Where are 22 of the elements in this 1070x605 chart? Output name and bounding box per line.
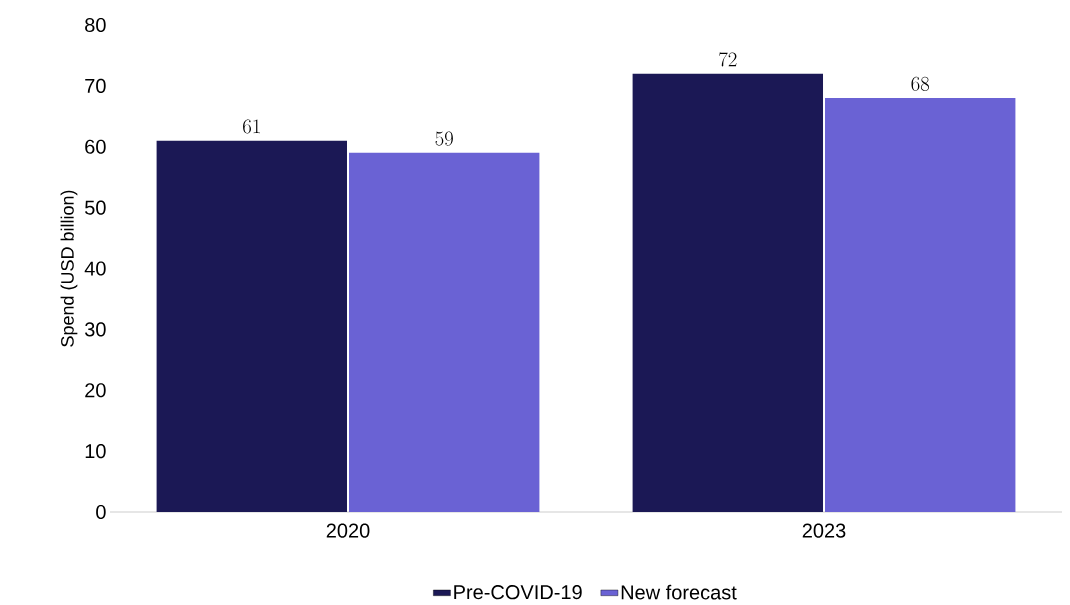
y-axis-title: Spend (USD billion) bbox=[60, 190, 78, 347]
y-tick-label: 70 bbox=[85, 78, 106, 94]
y-tick-label: 20 bbox=[85, 383, 106, 398]
bar bbox=[349, 152, 540, 513]
x-tick-label: 2020 bbox=[326, 523, 370, 538]
y-tick-label: 60 bbox=[85, 139, 106, 154]
y-tick-label: 10 bbox=[85, 444, 106, 459]
y-tick-label: 50 bbox=[85, 200, 106, 215]
y-tick-label: 30 bbox=[84, 322, 106, 337]
data-label: 72 bbox=[719, 52, 737, 67]
legend-label: Pre-COVID-19 bbox=[454, 585, 582, 600]
bar bbox=[825, 98, 1016, 513]
bar bbox=[156, 140, 348, 513]
y-tick-label: 0 bbox=[96, 505, 106, 520]
bar bbox=[632, 73, 824, 513]
data-label: 61 bbox=[243, 119, 260, 134]
x-tick-label: 2023 bbox=[802, 523, 846, 538]
legend-label: New forecast bbox=[621, 584, 737, 600]
data-label: 68 bbox=[911, 76, 930, 91]
y-tick-label: 40 bbox=[84, 261, 106, 276]
data-label: 59 bbox=[435, 131, 453, 146]
y-tick-label: 80 bbox=[85, 18, 106, 33]
